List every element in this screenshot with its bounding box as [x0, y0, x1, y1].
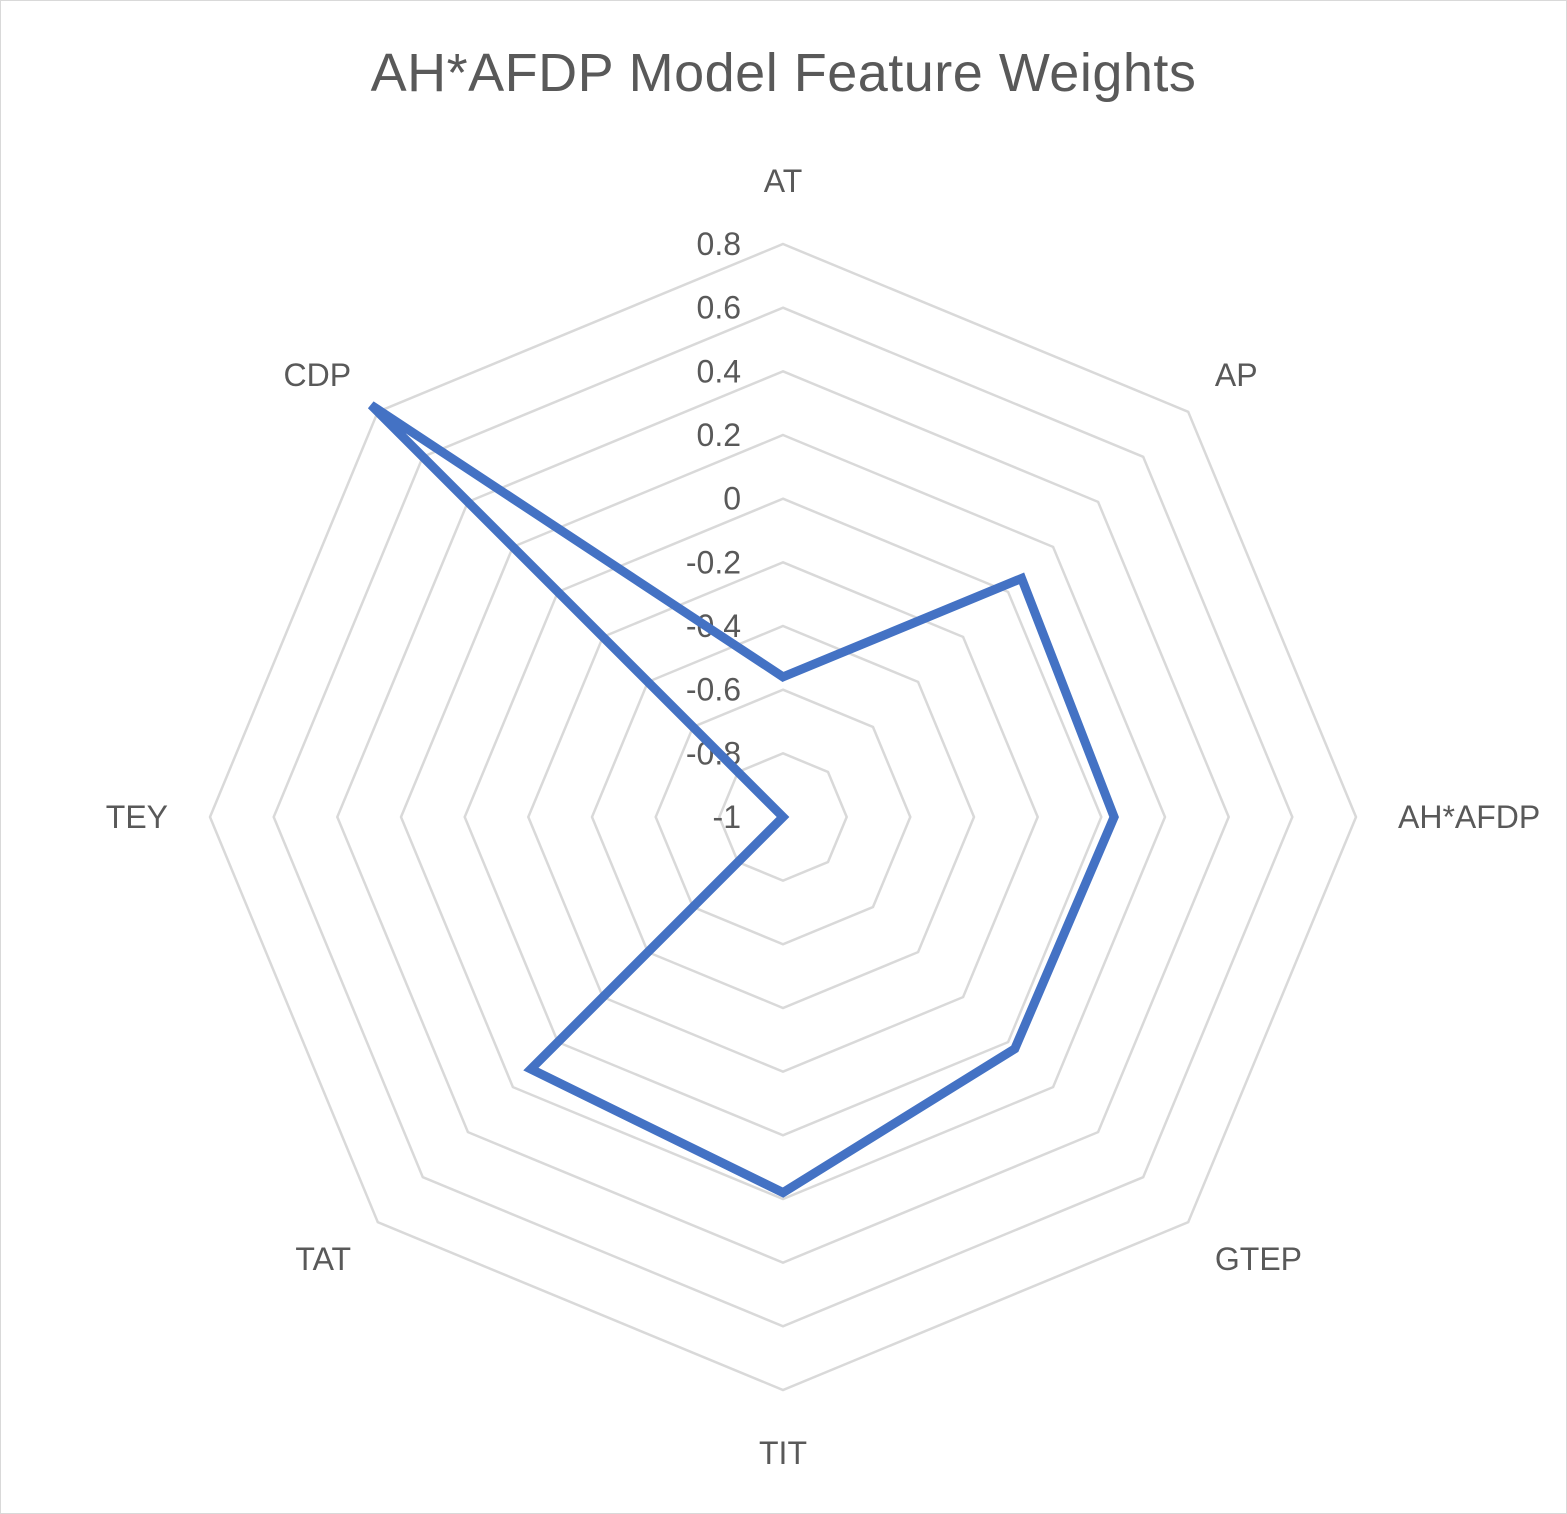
grid-layer: [208, 242, 1358, 1392]
category-label: AT: [764, 163, 803, 199]
grid-ring: [272, 306, 1294, 1328]
series-layer: [367, 401, 1119, 1198]
grid-ring: [335, 369, 1231, 1265]
tick-label: 0: [723, 481, 741, 517]
category-label: AP: [1215, 357, 1258, 393]
tick-label: -0.2: [686, 544, 741, 580]
grid-ring: [208, 242, 1358, 1392]
category-label: CDP: [284, 357, 352, 393]
category-label: GTEP: [1215, 1241, 1302, 1277]
grid-ring: [654, 688, 912, 946]
category-label: TEY: [106, 799, 168, 835]
grid-ring: [526, 560, 1040, 1074]
tick-label: 0.6: [697, 290, 741, 326]
category-label-layer: AT AP AH*AFDP GTEP TIT TAT TEY CDP: [106, 163, 1540, 1471]
series-line: [367, 401, 1119, 1198]
category-label: TIT: [759, 1435, 807, 1471]
tick-label: 0.2: [697, 417, 741, 453]
category-label: TAT: [295, 1241, 351, 1277]
tick-label: -0.6: [686, 672, 741, 708]
grid-ring: [399, 433, 1167, 1201]
category-label: AH*AFDP: [1398, 799, 1540, 835]
grid-ring: [590, 624, 976, 1010]
tick-label: -1: [713, 799, 741, 835]
tick-label: 0.4: [697, 353, 741, 389]
tick-label: 0.8: [697, 226, 741, 262]
grid-ring: [717, 751, 849, 883]
tick-label-layer: -1-0.8-0.6-0.4-0.200.20.40.60.8: [686, 226, 741, 835]
chart-title: AH*AFDP Model Feature Weights: [370, 43, 1197, 103]
grid-ring: [463, 497, 1103, 1137]
